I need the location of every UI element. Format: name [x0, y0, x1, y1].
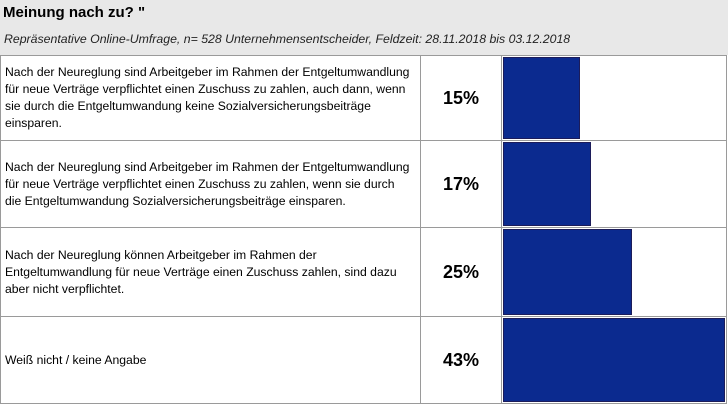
category-label: Nach der Neureglung sind Arbeitgeber im … — [0, 56, 421, 140]
bar-cell — [502, 56, 727, 140]
bar — [503, 142, 591, 226]
table-row: Nach der Neureglung sind Arbeitgeber im … — [0, 140, 727, 227]
category-label: Nach der Neureglung können Arbeitgeber i… — [0, 228, 421, 316]
table-row: Nach der Neureglung können Arbeitgeber i… — [0, 227, 727, 316]
bar — [503, 57, 580, 139]
survey-table: Nach der Neureglung sind Arbeitgeber im … — [0, 55, 727, 405]
data-label: 25% — [421, 228, 502, 316]
chart-subtitle: Repräsentative Online-Umfrage, n= 528 Un… — [4, 32, 571, 46]
bar-cell — [502, 141, 727, 227]
chart-title: Meinung nach zu? " — [3, 4, 146, 21]
table-row: Weiß nicht / keine Angabe 43% — [0, 316, 727, 404]
chart-header: Meinung nach zu? " Repräsentative Online… — [0, 0, 728, 55]
data-label: 15% — [421, 56, 502, 140]
bar — [503, 318, 725, 402]
data-label: 17% — [421, 141, 502, 227]
data-label: 43% — [421, 317, 502, 403]
category-label: Nach der Neureglung sind Arbeitgeber im … — [0, 141, 421, 227]
category-label: Weiß nicht / keine Angabe — [0, 317, 421, 403]
bar — [503, 229, 632, 315]
bar-cell — [502, 317, 727, 403]
table-row: Nach der Neureglung sind Arbeitgeber im … — [0, 55, 727, 140]
bar-cell — [502, 228, 727, 316]
